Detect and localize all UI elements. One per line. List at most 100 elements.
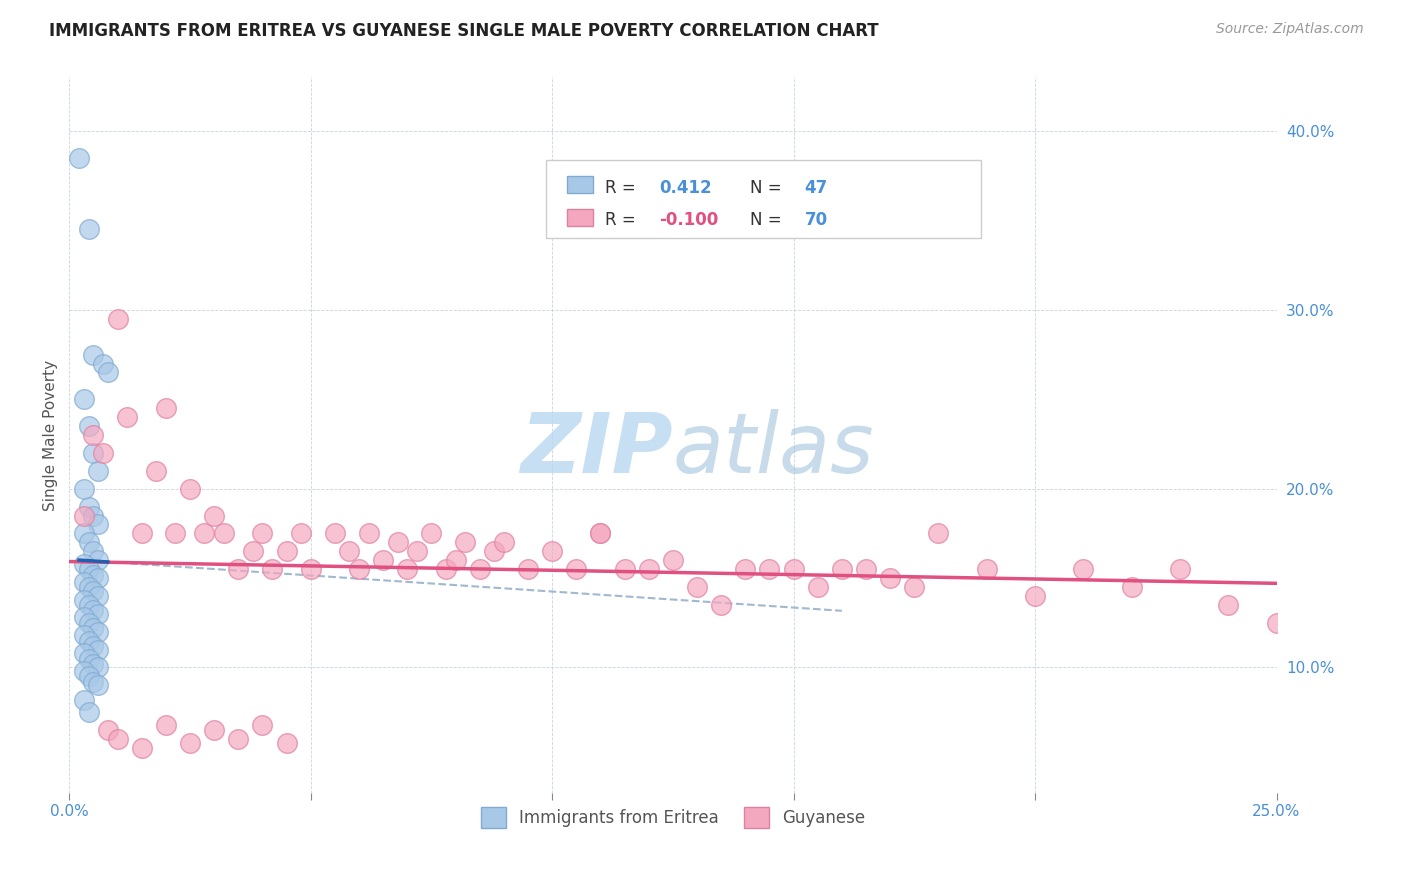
Text: IMMIGRANTS FROM ERITREA VS GUYANESE SINGLE MALE POVERTY CORRELATION CHART: IMMIGRANTS FROM ERITREA VS GUYANESE SING… (49, 22, 879, 40)
Point (1024, 589, 1046, 603)
Point (855, 562, 877, 576)
Text: ZIP: ZIP (520, 409, 673, 490)
Point (77, 651, 100, 665)
Point (662, 553, 685, 567)
Point (637, 562, 659, 576)
Point (73, 508, 96, 523)
Point (77, 562, 100, 576)
Point (541, 544, 564, 558)
Point (73, 646, 96, 660)
Point (613, 562, 636, 576)
Point (468, 562, 491, 576)
Point (212, 526, 235, 541)
Point (77, 580, 100, 594)
Point (202, 723, 225, 737)
Point (202, 508, 225, 523)
Point (82, 508, 104, 523)
Point (87, 607, 110, 621)
Point (420, 526, 443, 541)
Point (1218, 598, 1240, 612)
Point (145, 464, 167, 478)
Point (87, 517, 110, 532)
Point (879, 571, 901, 585)
Point (758, 562, 780, 576)
Point (82, 544, 104, 558)
Point (73, 664, 96, 678)
Point (82, 657, 104, 671)
Point (1168, 562, 1191, 576)
Point (91, 446, 114, 460)
Text: -0.100: -0.100 (659, 211, 718, 229)
FancyBboxPatch shape (546, 160, 981, 238)
Point (1265, 615, 1288, 630)
Point (323, 526, 346, 541)
Point (734, 562, 756, 576)
Point (434, 562, 457, 576)
Point (73, 482, 96, 496)
Point (87, 624, 110, 639)
Point (67, 151, 90, 165)
Point (87, 589, 110, 603)
Text: R =: R = (605, 179, 641, 197)
Bar (567, 176, 593, 194)
Point (589, 526, 612, 541)
Point (82, 583, 104, 598)
Point (82, 639, 104, 653)
Point (565, 562, 588, 576)
Bar (567, 209, 593, 227)
Point (97, 723, 120, 737)
Point (686, 580, 709, 594)
Point (115, 410, 138, 425)
Point (73, 526, 96, 541)
Point (107, 731, 129, 746)
Point (77, 598, 100, 612)
Text: Source: ZipAtlas.com: Source: ZipAtlas.com (1216, 22, 1364, 37)
Point (782, 562, 804, 576)
Text: 0.412: 0.412 (659, 179, 713, 197)
Point (77, 615, 100, 630)
Point (73, 557, 96, 571)
Point (87, 642, 110, 657)
Point (299, 562, 322, 576)
Point (77, 419, 100, 434)
Point (155, 401, 177, 416)
Point (87, 678, 110, 692)
Point (77, 705, 100, 719)
Point (710, 598, 733, 612)
Point (87, 553, 110, 567)
Point (454, 535, 477, 549)
Point (252, 526, 274, 541)
Point (73, 628, 96, 642)
Point (226, 562, 249, 576)
Text: 70: 70 (804, 211, 828, 229)
Point (77, 669, 100, 683)
Point (87, 571, 110, 585)
Point (193, 526, 215, 541)
Point (444, 553, 467, 567)
Point (406, 544, 429, 558)
Point (492, 535, 515, 549)
Point (77, 222, 100, 236)
Point (82, 567, 104, 582)
Point (482, 544, 505, 558)
Point (1121, 580, 1143, 594)
Point (77, 535, 100, 549)
Point (589, 526, 612, 541)
Text: 47: 47 (804, 179, 828, 197)
Point (903, 580, 925, 594)
Point (82, 428, 104, 442)
Y-axis label: Single Male Poverty: Single Male Poverty (44, 359, 58, 510)
Point (290, 526, 312, 541)
Point (73, 610, 96, 624)
Point (179, 482, 201, 496)
Point (73, 692, 96, 706)
Point (91, 357, 114, 371)
Text: N =: N = (751, 211, 787, 229)
Point (82, 446, 104, 460)
Text: N =: N = (751, 179, 787, 197)
Point (82, 621, 104, 635)
Point (276, 544, 298, 558)
Point (1073, 562, 1095, 576)
Point (97, 366, 120, 380)
Point (807, 580, 830, 594)
